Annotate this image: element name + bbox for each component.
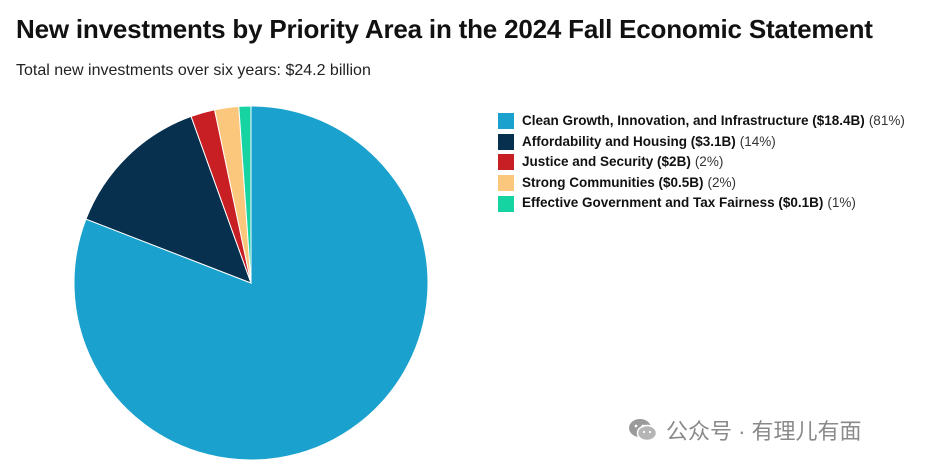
legend-label: Strong Communities ($0.5B) [522,174,704,190]
chart-title: New investments by Priority Area in the … [16,14,873,44]
wechat-icon [629,419,658,442]
legend-percent: (81%) [868,113,905,128]
legend-swatch [498,175,514,192]
legend-item: Effective Government and Tax Fairness ($… [498,193,905,214]
legend-item: Strong Communities ($0.5B) (2%) [498,173,905,194]
watermark: 公众号 · 有理儿有面 [628,414,862,446]
pie-slice-1 [85,115,252,284]
pie-slice-0 [73,105,429,461]
legend-label: Clean Growth, Innovation, and Infrastruc… [522,113,865,128]
watermark-text: 公众号 · 有理儿有面 [666,419,862,444]
legend-percent: (14%) [739,133,776,149]
legend-swatch [498,154,514,171]
legend-percent: (1%) [827,195,856,211]
legend-percent: (2%) [707,174,737,190]
legend-swatch [498,195,514,212]
legend-label: Effective Government and Tax Fairness ($… [522,195,824,211]
legend-item: Justice and Security ($2B) (2%) [498,152,905,173]
pie-slice-4 [238,105,252,284]
legend-percent: (2%) [694,154,724,170]
legend-label: Justice and Security ($2B) [522,154,691,170]
legend-item: Affordability and Housing ($3.1B) (14%) [498,132,905,153]
chart-subtitle: Total new investments over six years: $2… [16,62,371,79]
legend-label: Affordability and Housing ($3.1B) [522,133,736,149]
legend-item: Clean Growth, Innovation, and Infrastruc… [498,111,905,132]
legend-swatch [498,133,514,150]
legend-swatch [498,113,514,130]
chart-legend: Clean Growth, Innovation, and Infrastruc… [498,111,905,214]
